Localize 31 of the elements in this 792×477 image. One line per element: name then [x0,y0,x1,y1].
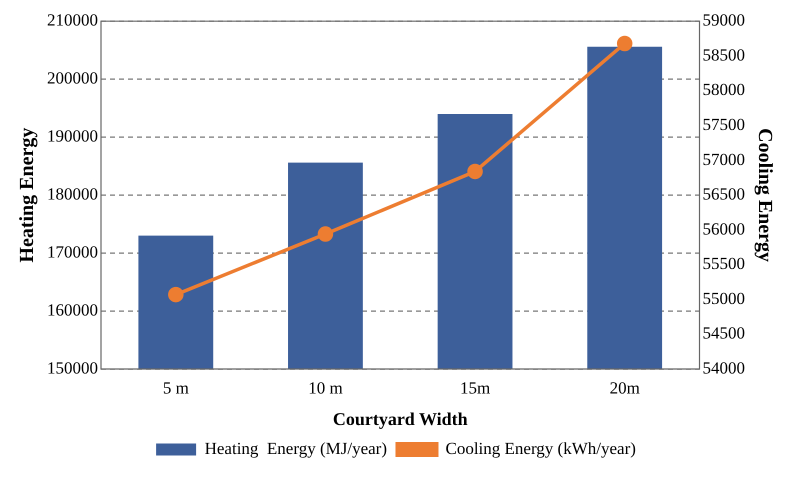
x-tick-label: 15m [460,378,490,398]
y-axis-title: Heating Energy [16,128,38,263]
y2-tick-label: 56000 [702,219,745,238]
point [318,226,334,242]
y2-tick-label: 54000 [702,358,745,378]
y2-tick-label: 57500 [702,115,745,134]
y2-tick-label: 58000 [702,80,745,100]
y-tick-label: 180000 [47,184,98,204]
legend-label: Heating Energy (MJ/year) [204,438,387,458]
y-tick-label: 190000 [47,126,98,146]
x-tick-label: 10 m [308,378,343,398]
y2-axis-title: Cooling Energy [754,128,776,262]
y-tick-label: 200000 [47,68,98,88]
point [467,164,483,180]
point [616,36,632,52]
y-tick-label: 170000 [47,242,98,262]
y2-tick-label: 55000 [702,288,745,308]
y2-tick-label: 57000 [702,150,745,169]
y2-tick-label: 59000 [702,10,745,30]
y2-tick-label: 54500 [702,324,745,343]
y-tick-label: 150000 [47,358,98,378]
y2-tick-label: 55500 [702,254,745,274]
y2-tick-label: 56500 [702,184,745,204]
x-tick-label: 5 m [162,378,189,398]
x-tick-label: 20m [610,378,640,398]
x-axis-title: Courtyard Width [332,408,468,429]
y2-tick-label: 58500 [702,45,745,64]
y-tick-label: 160000 [47,300,98,320]
y-tick-label: 210000 [47,10,98,30]
legend-label: Cooling Energy (kWh/year) [445,438,636,458]
point [168,286,184,302]
